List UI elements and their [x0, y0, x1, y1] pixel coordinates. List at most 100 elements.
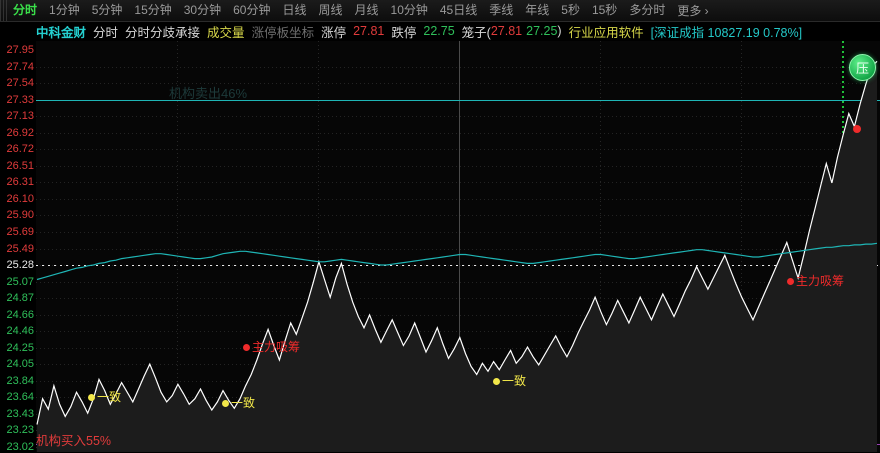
- period-tab-9[interactable]: 10分钟: [390, 3, 428, 17]
- up-limit-value: 27.81: [353, 24, 385, 38]
- grid-line-v-3: [600, 41, 601, 452]
- annotation-dot-icon: [243, 343, 250, 351]
- grid-line-h-16: [36, 314, 880, 316]
- period-tab-0[interactable]: 分时: [13, 3, 38, 17]
- down-limit-label: 跌停: [391, 25, 417, 40]
- mode-label[interactable]: 分时: [93, 25, 119, 40]
- grid-line-h-5: [36, 132, 880, 134]
- period-tab-6[interactable]: 日线: [282, 3, 307, 17]
- institution-buy-note: 机构买入55%: [36, 434, 112, 448]
- y-axis-tick-5: 26.92: [6, 126, 34, 139]
- period-toolbar[interactable]: 分时 1分钟 5分钟 15分钟 30分钟 60分钟 日线 周线 月线 10分钟 45日线 季线 年线 5秒…: [0, 0, 880, 22]
- y-axis-tick-4: 27.13: [6, 110, 34, 123]
- cage-close-paren: ): [557, 24, 562, 38]
- toolbar-drag-handle[interactable]: [0, 0, 7, 21]
- period-tab-8[interactable]: 月线: [354, 3, 379, 17]
- grid-line-h-9: [36, 198, 880, 200]
- grid-line-h-17: [36, 331, 880, 333]
- annotation-label: 主力吸筹: [796, 274, 845, 288]
- annotation-label: 一致: [97, 390, 122, 404]
- grid-line-h-6: [36, 149, 880, 151]
- grid-line-h-11: [36, 231, 880, 233]
- grid-line-h-1: [36, 66, 880, 68]
- price-axis: 27.95 27.74 27.54 27.33 27.13 26.92 26.72 26.51…: [0, 41, 36, 453]
- stock-info-row: 中科金财 分时 分时分歧承接 成交量 涨停板坐标 涨停 27.81 跌停 22.…: [0, 21, 880, 41]
- annotation-label: 一致: [231, 396, 256, 410]
- y-axis-tick-3: 27.33: [6, 93, 34, 106]
- grid-line-h-14: [36, 281, 880, 283]
- period-tab-1[interactable]: 1分钟: [49, 3, 80, 17]
- intraday-plot[interactable]: 机构卖出46% 一致 一致 主力吸筹 一致 主力吸筹压: [36, 41, 880, 452]
- y-axis-tick-13: 25.28: [6, 259, 34, 272]
- grid-line-v-4: [741, 41, 742, 452]
- y-axis-tick-20: 23.84: [6, 374, 34, 387]
- y-axis-tick-24: 23.02: [6, 441, 34, 453]
- y-axis-tick-8: 26.31: [6, 176, 34, 189]
- y-axis-tick-15: 24.87: [6, 292, 34, 305]
- indicator-label[interactable]: 分时分歧承接: [125, 25, 201, 40]
- sector-label[interactable]: 行业应用软件: [568, 25, 644, 40]
- annotation-consensus-1: 一致: [88, 391, 121, 403]
- prev-close-reference-line: [36, 265, 880, 266]
- annotation-dot-icon: [787, 277, 794, 285]
- cage-low-value: 27.25: [526, 24, 558, 38]
- annotation-label: 一致: [502, 374, 527, 388]
- y-axis-tick-6: 26.72: [6, 143, 34, 156]
- upper-cyan-line: [36, 99, 880, 101]
- period-tab-3[interactable]: 15分钟: [134, 3, 172, 17]
- period-tab-14[interactable]: 15秒: [591, 3, 618, 17]
- price-area-fill: [37, 61, 877, 452]
- y-axis-tick-12: 25.49: [6, 242, 34, 255]
- toolbar-more-button[interactable]: 更多 ›: [677, 4, 709, 18]
- y-axis-tick-0: 27.95: [6, 44, 34, 56]
- y-axis-tick-17: 24.46: [6, 325, 34, 338]
- y-axis-tick-10: 25.90: [6, 209, 34, 222]
- y-axis-tick-11: 25.69: [6, 225, 34, 238]
- period-tab-11[interactable]: 季线: [489, 3, 514, 17]
- period-tab-13[interactable]: 5秒: [561, 3, 580, 17]
- y-axis-tick-9: 26.10: [6, 192, 34, 205]
- period-tab-4[interactable]: 30分钟: [183, 3, 222, 17]
- y-axis-tick-22: 23.43: [6, 407, 34, 420]
- y-axis-tick-19: 24.05: [6, 358, 34, 371]
- grid-line-v-1: [318, 41, 319, 452]
- grid-line-v-2: [459, 41, 460, 452]
- grid-line-h-12: [36, 248, 880, 250]
- down-limit-value: 22.75: [423, 24, 455, 38]
- grid-line-h-7: [36, 165, 880, 167]
- sell-dot: [853, 125, 861, 133]
- period-tab-10[interactable]: 45日线: [439, 3, 478, 17]
- annotation-dot-icon: [222, 399, 229, 407]
- y-axis-tick-7: 26.51: [6, 159, 34, 172]
- annotation-main-force-2: 主力吸筹: [787, 275, 844, 287]
- stock-name-label[interactable]: 中科金财: [36, 25, 87, 40]
- y-axis-tick-1: 27.74: [6, 60, 34, 73]
- y-axis-tick-23: 23.23: [6, 424, 34, 437]
- annotation-consensus-3: 一致: [493, 375, 526, 387]
- up-limit-label: 涨停: [321, 25, 347, 40]
- limit-board-label[interactable]: 涨停板坐标: [251, 25, 315, 40]
- period-tab-5[interactable]: 60分钟: [233, 3, 271, 17]
- y-axis-tick-14: 25.07: [6, 275, 34, 288]
- annotation-label: 主力吸筹: [252, 340, 301, 354]
- price-line: [36, 60, 878, 425]
- grid-line-v-0: [177, 41, 178, 452]
- period-tab-2[interactable]: 5分钟: [91, 3, 123, 17]
- y-axis-tick-2: 27.54: [6, 77, 34, 90]
- grid-line-h-10: [36, 215, 880, 217]
- grid-line-h-15: [36, 298, 880, 300]
- period-tab-12[interactable]: 年线: [525, 3, 550, 17]
- y-axis-tick-21: 23.64: [6, 391, 34, 404]
- cage-label: 笼子(: [461, 25, 491, 40]
- index-quote[interactable]: [深证成指 10827.19 0.78%]: [650, 25, 803, 40]
- y-axis-tick-18: 24.25: [6, 341, 34, 354]
- volume-label[interactable]: 成交量: [207, 25, 245, 40]
- annotation-dot-icon: [88, 393, 95, 401]
- price-series-svg: [36, 60, 878, 452]
- period-tab-15[interactable]: 多分时: [629, 3, 666, 17]
- watermark-text: 机构卖出46%: [169, 86, 248, 101]
- period-tab-7[interactable]: 周线: [318, 3, 343, 17]
- pressure-badge[interactable]: 压: [849, 54, 876, 81]
- annotation-main-force-1: 主力吸筹: [243, 341, 300, 353]
